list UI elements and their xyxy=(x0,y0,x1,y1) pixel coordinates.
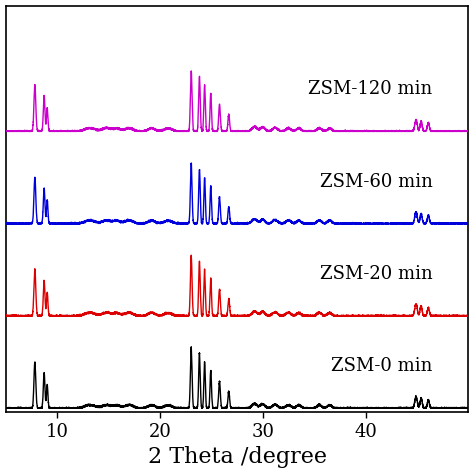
Text: ZSM-120 min: ZSM-120 min xyxy=(308,81,432,99)
Text: ZSM-20 min: ZSM-20 min xyxy=(319,265,432,283)
Text: ZSM-0 min: ZSM-0 min xyxy=(331,357,432,375)
X-axis label: 2 Theta /degree: 2 Theta /degree xyxy=(147,447,327,468)
Text: ZSM-60 min: ZSM-60 min xyxy=(319,173,432,191)
